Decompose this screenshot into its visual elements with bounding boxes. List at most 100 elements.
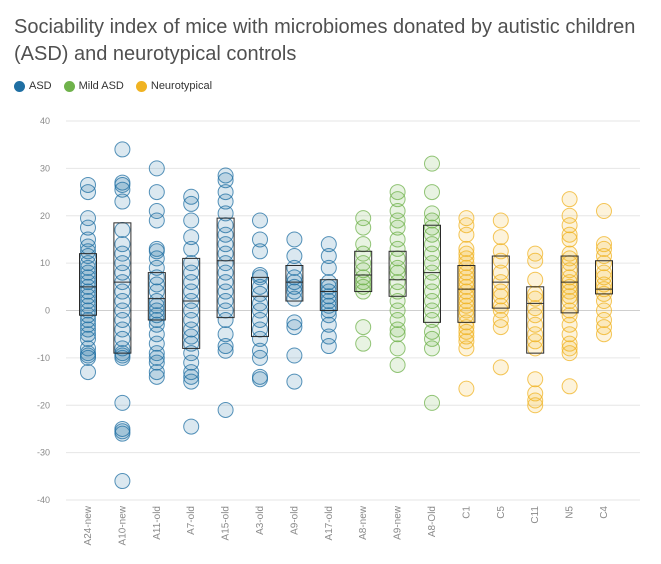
data-point-c11-14[interactable] (527, 397, 544, 414)
data-point-a15-old-18[interactable] (217, 342, 234, 359)
data-point-c1-16[interactable] (458, 302, 475, 319)
data-point-n5-2[interactable] (561, 217, 578, 234)
data-point-a8-new-6[interactable] (355, 269, 372, 286)
data-point-a9-old-10[interactable] (286, 347, 303, 364)
data-point-n5-22[interactable] (561, 378, 578, 395)
data-point-a3-old-8[interactable] (252, 302, 268, 319)
data-point-a15-old-11[interactable] (217, 274, 234, 291)
data-point-n5-19[interactable] (561, 335, 578, 352)
data-point-a17-old-13[interactable] (320, 338, 337, 355)
data-point-a3-old-15[interactable] (252, 371, 268, 388)
data-point-a8-new-11[interactable] (355, 335, 372, 352)
data-point-a10-new-7[interactable] (114, 245, 131, 262)
data-point-c11-2[interactable] (527, 271, 544, 288)
data-point-a7-old-7[interactable] (183, 274, 200, 291)
data-point-c1-21[interactable] (458, 328, 475, 345)
data-point-c1-24[interactable] (458, 380, 475, 397)
data-point-a24-new-15[interactable] (80, 288, 96, 305)
box-a3-old[interactable] (251, 276, 269, 338)
box-a8-old[interactable] (423, 224, 441, 323)
data-point-a17-old-12[interactable] (320, 328, 337, 345)
data-point-a15-old-10[interactable] (217, 264, 234, 281)
data-point-a9-old-11[interactable] (286, 373, 303, 390)
data-point-c5-7[interactable] (492, 288, 509, 305)
data-point-a8-new-10[interactable] (355, 319, 372, 336)
data-point-a3-old-11[interactable] (252, 330, 268, 347)
data-point-a8-old-10[interactable] (424, 274, 440, 291)
data-point-c4-1[interactable] (596, 236, 612, 253)
data-point-a10-new-12[interactable] (114, 293, 131, 310)
data-point-c5-12[interactable] (492, 359, 509, 376)
data-point-a24-new-29[interactable] (80, 364, 96, 381)
data-point-a17-old-8[interactable] (320, 297, 337, 314)
data-point-a11-old-3[interactable] (148, 212, 165, 229)
data-point-c1-14[interactable] (458, 293, 475, 310)
data-point-a15-old-6[interactable] (217, 226, 234, 243)
data-point-a8-old-16[interactable] (424, 330, 440, 347)
data-point-c11-13[interactable] (527, 392, 544, 409)
data-point-a24-new-11[interactable] (80, 269, 96, 286)
data-point-a24-new-20[interactable] (80, 311, 96, 328)
data-point-c11-6[interactable] (527, 307, 544, 324)
data-point-c1-11[interactable] (458, 278, 475, 295)
data-point-a17-old-7[interactable] (320, 293, 337, 310)
box-a17-old[interactable] (319, 279, 338, 311)
data-point-a9-new-1[interactable] (389, 191, 406, 208)
data-point-a24-new-21[interactable] (80, 316, 96, 333)
box-a24-new[interactable] (79, 253, 97, 316)
data-point-a9-old-8[interactable] (286, 314, 303, 331)
data-point-a8-old-6[interactable] (424, 236, 440, 253)
data-point-a11-old-11[interactable] (148, 293, 165, 310)
data-point-a11-old-2[interactable] (148, 203, 165, 220)
data-point-a11-old-16[interactable] (148, 316, 165, 333)
data-point-n5-4[interactable] (561, 231, 578, 248)
data-point-a8-old-5[interactable] (424, 226, 440, 243)
data-point-a17-old-10[interactable] (320, 307, 337, 324)
data-point-a15-old-4[interactable] (217, 205, 234, 222)
data-point-n5-9[interactable] (561, 269, 578, 286)
data-point-a9-new-15[interactable] (389, 321, 406, 338)
data-point-a7-old-11[interactable] (183, 311, 200, 328)
data-point-c11-10[interactable] (527, 340, 544, 357)
data-point-a8-old-8[interactable] (424, 255, 440, 272)
data-point-a7-old-1[interactable] (183, 195, 200, 212)
data-point-a11-old-13[interactable] (148, 302, 165, 319)
data-point-c1-9[interactable] (458, 269, 475, 286)
data-point-c5-2[interactable] (492, 243, 509, 260)
data-point-c5-11[interactable] (492, 319, 509, 336)
data-point-a8-old-12[interactable] (424, 293, 440, 310)
data-point-a10-new-9[interactable] (114, 264, 131, 281)
data-point-c1-23[interactable] (458, 340, 475, 357)
data-point-c1-1[interactable] (458, 217, 475, 234)
data-point-a9-old-0[interactable] (286, 231, 303, 248)
data-point-c5-1[interactable] (492, 229, 509, 246)
data-point-c5-4[interactable] (492, 264, 509, 281)
data-point-a8-new-8[interactable] (355, 278, 372, 295)
data-point-a8-old-0[interactable] (424, 155, 440, 172)
data-point-a9-new-10[interactable] (389, 274, 406, 291)
data-point-a9-new-13[interactable] (389, 302, 406, 319)
data-point-n5-16[interactable] (561, 307, 578, 324)
data-point-a9-new-4[interactable] (389, 219, 406, 236)
data-point-n5-13[interactable] (561, 288, 578, 305)
data-point-c5-9[interactable] (492, 302, 509, 319)
data-point-c1-7[interactable] (458, 259, 475, 276)
data-point-n5-5[interactable] (561, 245, 578, 262)
data-point-c4-0[interactable] (596, 203, 612, 220)
data-point-a17-old-11[interactable] (320, 316, 337, 333)
data-point-a8-old-1[interactable] (424, 184, 440, 201)
box-a8-new[interactable] (354, 250, 373, 293)
box-a10-new[interactable] (113, 222, 132, 354)
data-point-a7-old-5[interactable] (183, 255, 200, 272)
data-point-a9-new-5[interactable] (389, 231, 406, 248)
data-point-a10-new-16[interactable] (114, 330, 131, 347)
data-point-c4-11[interactable] (596, 302, 612, 319)
data-point-a11-old-23[interactable] (148, 368, 165, 385)
data-point-n5-14[interactable] (561, 293, 578, 310)
data-point-a11-old-0[interactable] (148, 160, 165, 177)
data-point-a11-old-14[interactable] (148, 307, 165, 324)
data-point-a9-new-11[interactable] (389, 283, 406, 300)
data-point-c4-4[interactable] (596, 255, 612, 272)
data-point-a7-old-2[interactable] (183, 212, 200, 229)
data-point-a15-old-19[interactable] (217, 401, 234, 418)
